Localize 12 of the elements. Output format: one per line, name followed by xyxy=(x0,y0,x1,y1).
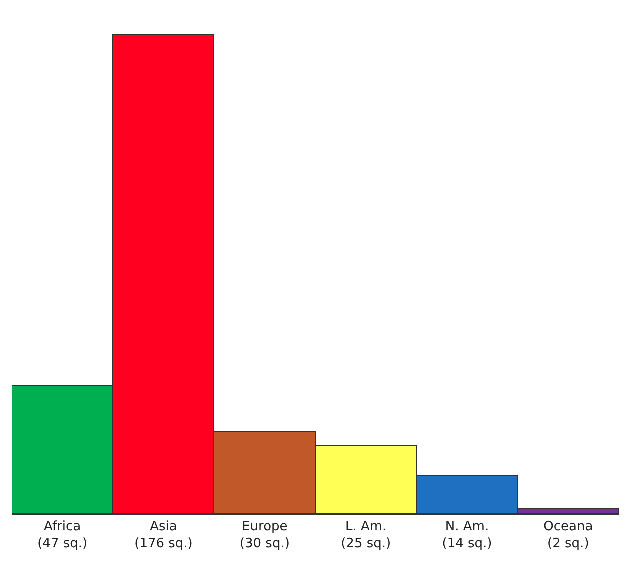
data-label: (2 sq.) xyxy=(548,536,590,552)
x-tick-label: N. Am. xyxy=(445,520,490,535)
x-tick-label: Europe xyxy=(242,520,288,535)
x-tick-label: L. Am. xyxy=(345,520,387,535)
data-label: (30 sq.) xyxy=(240,536,290,552)
data-label: (47 sq.) xyxy=(38,536,88,552)
x-tick-label: Oceana xyxy=(544,520,594,535)
data-label: (14 sq.) xyxy=(442,536,492,552)
x-tick-label: Africa xyxy=(44,520,82,535)
x-tick-label: Asia xyxy=(150,520,178,535)
data-label: (176 sq.) xyxy=(134,536,193,552)
data-label: (25 sq.) xyxy=(341,536,392,552)
